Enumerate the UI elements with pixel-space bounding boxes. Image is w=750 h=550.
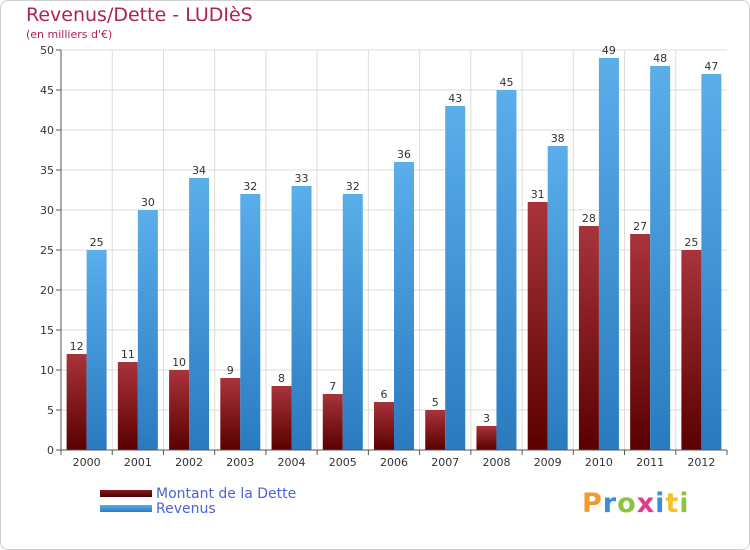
bar-revenus xyxy=(650,66,671,450)
bar-revenus xyxy=(445,106,466,450)
bar-dette xyxy=(630,234,651,450)
data-label: 28 xyxy=(582,212,596,225)
data-label: 8 xyxy=(278,372,285,385)
x-tick-label: 2010 xyxy=(585,456,613,469)
data-label: 43 xyxy=(448,92,462,105)
y-tick-label: 10 xyxy=(40,364,54,377)
x-tick-label: 2009 xyxy=(534,456,562,469)
bar-dette xyxy=(476,426,497,450)
x-tick-label: 2011 xyxy=(636,456,664,469)
bar-dette xyxy=(220,378,241,450)
bar-revenus xyxy=(137,210,158,450)
data-label: 6 xyxy=(381,388,388,401)
x-tick-label: 2003 xyxy=(226,456,254,469)
bar-dette xyxy=(527,202,548,450)
proxiti-logo: Proxiti xyxy=(582,488,690,519)
data-label: 32 xyxy=(243,180,257,193)
data-label: 31 xyxy=(531,188,545,201)
bar-dette xyxy=(681,250,702,450)
x-tick-label: 2007 xyxy=(431,456,459,469)
chart-subtitle: (en milliers d'€) xyxy=(26,28,113,41)
bar-revenus xyxy=(598,58,619,450)
x-tick-label: 2004 xyxy=(278,456,306,469)
bar-revenus xyxy=(701,74,722,450)
bar-revenus xyxy=(291,186,312,450)
legend-swatch-revenus xyxy=(100,505,152,512)
x-tick-label: 2008 xyxy=(482,456,510,469)
y-tick-label: 40 xyxy=(40,124,54,137)
bar-revenus xyxy=(342,194,363,450)
bar-revenus xyxy=(240,194,261,450)
data-label: 5 xyxy=(432,396,439,409)
x-tick-label: 2005 xyxy=(329,456,357,469)
bar-revenus xyxy=(547,146,568,450)
x-tick-label: 2000 xyxy=(73,456,101,469)
bar-dette xyxy=(578,226,599,450)
logo-letter: o xyxy=(617,488,637,519)
logo-letter: i xyxy=(655,488,666,519)
data-label: 47 xyxy=(704,60,718,73)
data-label: 36 xyxy=(397,148,411,161)
logo-letter: r xyxy=(602,488,618,519)
legend-label-revenus: Revenus xyxy=(156,500,216,517)
y-tick-label: 20 xyxy=(40,284,54,297)
y-tick-label: 25 xyxy=(40,244,54,257)
legend-item-dette: Montant de la Dette xyxy=(100,485,297,502)
bar-revenus xyxy=(189,178,210,450)
y-tick-label: 35 xyxy=(40,164,54,177)
data-label: 33 xyxy=(295,172,309,185)
bar-dette xyxy=(169,370,190,450)
data-label: 32 xyxy=(346,180,360,193)
logo-letter: x xyxy=(636,488,656,519)
data-label: 9 xyxy=(227,364,234,377)
bar-dette xyxy=(425,410,446,450)
bar-dette xyxy=(117,362,138,450)
bars xyxy=(66,58,722,450)
x-tick-label: 2002 xyxy=(175,456,203,469)
data-label: 10 xyxy=(172,356,186,369)
data-label: 48 xyxy=(653,52,667,65)
bar-dette xyxy=(271,386,292,450)
bar-dette xyxy=(66,354,87,450)
logo-letter: i xyxy=(679,488,690,519)
bar-revenus xyxy=(496,90,517,450)
x-tick-label: 2006 xyxy=(380,456,408,469)
data-label: 34 xyxy=(192,164,206,177)
y-tick-label: 0 xyxy=(47,444,54,457)
data-label: 38 xyxy=(551,132,565,145)
y-tick-label: 45 xyxy=(40,84,54,97)
logo-letter: P xyxy=(582,488,603,519)
data-label: 25 xyxy=(684,236,698,249)
legend-swatch-dette xyxy=(100,490,152,497)
y-tick-label: 50 xyxy=(40,44,54,57)
data-label: 45 xyxy=(499,76,513,89)
data-label: 27 xyxy=(633,220,647,233)
data-label: 11 xyxy=(121,348,135,361)
data-label: 49 xyxy=(602,44,616,57)
chart-title: Revenus/Dette - LUDIèS xyxy=(26,4,253,26)
legend-item-revenus: Revenus xyxy=(100,500,296,517)
data-label: 3 xyxy=(483,412,490,425)
legend: Montant de la Dette Revenus xyxy=(100,485,297,517)
bar-revenus xyxy=(86,250,107,450)
bar-revenus xyxy=(394,162,414,450)
data-label: 25 xyxy=(90,236,104,249)
legend-label-dette: Montant de la Dette xyxy=(156,485,297,502)
bar-dette xyxy=(374,402,394,450)
data-label: 7 xyxy=(329,380,336,393)
y-tick-label: 5 xyxy=(47,404,54,417)
data-label: 30 xyxy=(141,196,155,209)
data-label: 12 xyxy=(70,340,84,353)
data-labels: 12 25 11 30 10 34 9 32 8 33 7 32 6 36 5 43 3 45 31 38 28 49 27… xyxy=(70,44,719,425)
y-tick-label: 15 xyxy=(40,324,54,337)
y-tick-label: 30 xyxy=(40,204,54,217)
logo-letter: t xyxy=(665,488,680,519)
bar-dette xyxy=(322,394,343,450)
x-tick-label: 2001 xyxy=(124,456,152,469)
x-tick-label: 2012 xyxy=(687,456,715,469)
